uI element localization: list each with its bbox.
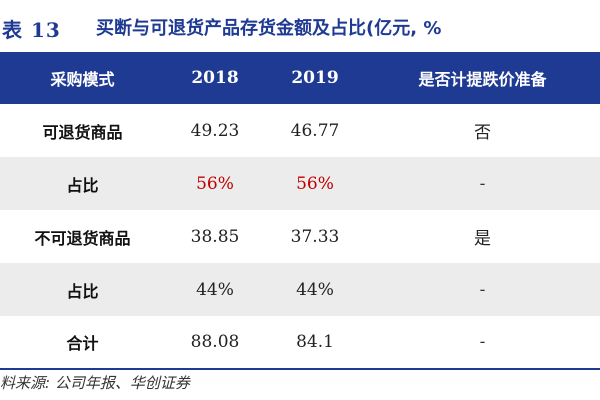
- cell-impairment: 否: [474, 123, 491, 143]
- cell-2018: 49.23: [190, 120, 240, 141]
- table-row: 占比 44% 44% -: [0, 263, 600, 316]
- cell-2019: 37.33: [290, 226, 340, 247]
- row-label: 不可退货商品: [34, 228, 131, 248]
- row-label: 占比: [66, 175, 99, 195]
- header-purchase-mode: 采购模式: [50, 70, 115, 89]
- cell-impairment: -: [479, 279, 486, 300]
- header-impairment: 是否计提跌价准备: [418, 70, 547, 89]
- table-title: 买断与可退货产品存货金额及占比(亿元, %: [96, 18, 442, 39]
- cell-impairment: 是: [474, 229, 491, 249]
- cell-2018: 88.08: [165, 316, 265, 370]
- row-label: 合计: [0, 316, 165, 370]
- table-row: 不可退货商品 38.85 37.33 是: [0, 210, 600, 263]
- cell-2019: 44%: [296, 279, 334, 300]
- cell-2018: 38.85: [190, 226, 240, 247]
- cell-impairment: -: [365, 316, 600, 370]
- inventory-table: 采购模式 2018 2019 是否计提跌价准备 可退货商品 49.23 46.7…: [0, 52, 600, 370]
- table-number: 表 13: [2, 18, 61, 42]
- table-caption: 表 13 买断与可退货产品存货金额及占比(亿元, %: [0, 0, 600, 50]
- row-label: 占比: [66, 281, 99, 301]
- table-row: 可退货商品 49.23 46.77 否: [0, 104, 600, 157]
- source-note: 料来源: 公司年报、华创证券: [0, 374, 190, 392]
- cell-impairment: -: [479, 173, 486, 194]
- row-label: 可退货商品: [42, 122, 123, 142]
- table-row-total: 合计 88.08 84.1 -: [0, 316, 600, 370]
- header-2018: 2018: [191, 68, 239, 88]
- cell-2019: 46.77: [290, 120, 340, 141]
- cell-2018: 56%: [196, 173, 234, 194]
- cell-2019: 84.1: [265, 316, 365, 370]
- cell-2019: 56%: [296, 173, 334, 194]
- table-header-row: 采购模式 2018 2019 是否计提跌价准备: [0, 52, 600, 104]
- cell-2018: 44%: [196, 279, 234, 300]
- header-2019: 2019: [291, 68, 339, 88]
- table-row: 占比 56% 56% -: [0, 157, 600, 210]
